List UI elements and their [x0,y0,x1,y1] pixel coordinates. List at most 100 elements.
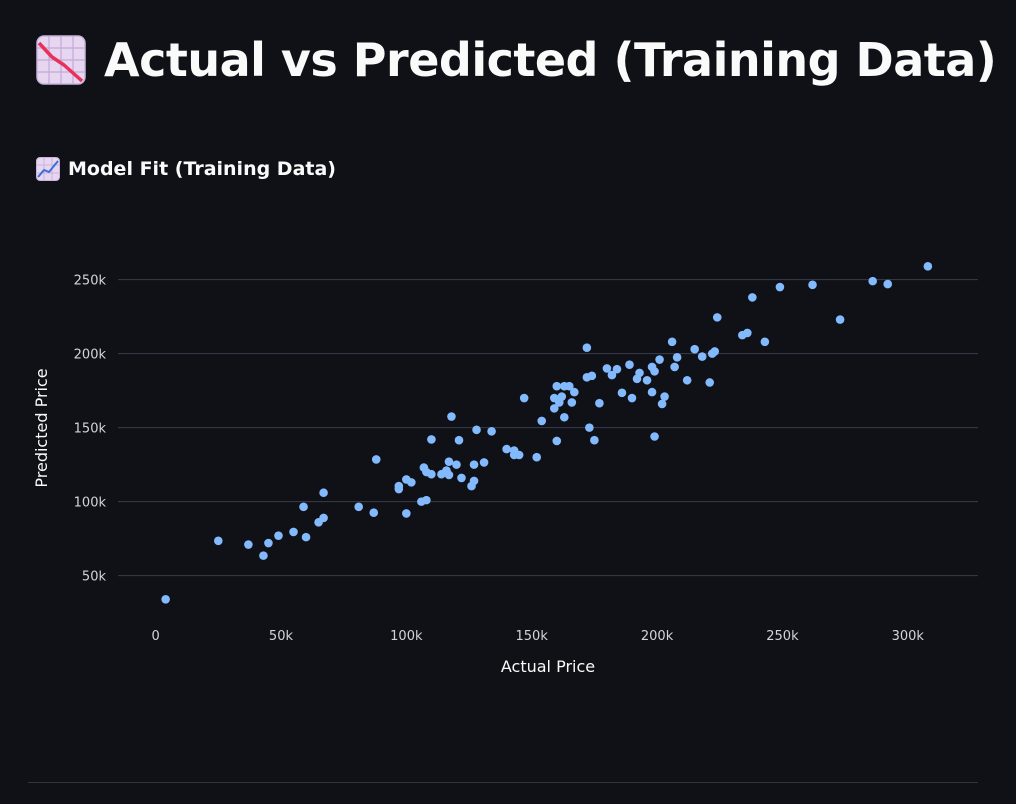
title-row: Actual vs Predicted (Training Data) [36,28,997,92]
data-point[interactable] [868,276,877,286]
data-point[interactable] [472,425,481,435]
data-point[interactable] [710,347,720,356]
data-point[interactable] [585,423,594,432]
data-point[interactable] [469,460,479,469]
data-point[interactable] [650,367,659,376]
data-point[interactable] [670,362,679,372]
data-point[interactable] [469,476,479,486]
data-point[interactable] [407,478,416,487]
data-point[interactable] [422,495,431,505]
data-point[interactable] [565,381,574,391]
data-points [161,262,933,604]
data-point[interactable] [760,337,770,347]
bottom-divider [28,782,978,783]
data-point[interactable] [672,353,682,362]
data-point[interactable] [712,313,722,322]
data-point[interactable] [319,513,328,523]
data-point[interactable] [444,470,454,480]
data-point[interactable] [244,540,253,549]
data-point[interactable] [394,484,404,494]
data-point[interactable] [570,387,579,397]
data-point[interactable] [274,531,283,540]
data-point[interactable] [319,488,328,498]
data-point[interactable] [537,416,547,426]
data-point[interactable] [667,337,677,347]
x-axis-label: Actual Price [501,657,595,676]
y-axis-ticks: 50k 100k 150k 200k 250k [74,274,107,585]
data-point[interactable] [617,388,627,398]
data-point[interactable] [457,473,466,483]
data-point[interactable] [514,450,524,460]
data-point[interactable] [582,343,592,353]
data-point[interactable] [775,282,785,292]
x-tick-label: 200k [641,629,674,644]
data-point[interactable] [748,293,757,302]
data-point[interactable] [301,532,311,542]
data-point[interactable] [259,551,268,560]
data-point[interactable] [655,355,664,364]
data-point[interactable] [587,371,597,381]
data-point[interactable] [444,457,454,466]
data-point[interactable] [682,375,692,385]
data-point[interactable] [595,398,604,408]
data-point[interactable] [612,364,622,374]
x-tick-label: 150k [516,629,549,644]
data-point[interactable] [567,398,577,407]
x-tick-label: 250k [766,629,799,644]
data-point[interactable] [557,392,567,401]
data-point[interactable] [705,378,715,387]
section-subheader: Model Fit (Training Data) [68,158,336,180]
data-point[interactable] [647,387,657,397]
data-point[interactable] [479,458,489,467]
data-point[interactable] [635,368,644,378]
data-point[interactable] [590,435,599,445]
grid-lines [118,279,978,577]
data-point[interactable] [835,315,845,324]
data-point[interactable] [642,375,652,385]
data-point[interactable] [213,536,223,546]
x-tick-label: 0 [151,629,159,644]
data-point[interactable] [650,432,659,441]
data-point[interactable] [354,502,363,512]
data-point[interactable] [660,392,669,401]
data-point[interactable] [502,444,511,454]
data-point[interactable] [559,412,569,422]
data-point[interactable] [447,412,456,421]
data-point[interactable] [602,364,612,373]
data-point[interactable] [883,279,893,289]
data-point[interactable] [607,370,617,380]
data-point[interactable] [690,344,699,354]
x-tick-label: 50k [269,629,294,644]
data-point[interactable] [552,381,562,391]
data-point[interactable] [808,280,817,290]
data-point[interactable] [427,469,436,479]
data-point[interactable] [552,436,562,446]
data-point[interactable] [519,393,529,403]
data-point[interactable] [487,427,496,436]
x-tick-label: 100k [390,629,423,644]
data-point[interactable] [743,328,752,338]
data-point[interactable] [454,435,464,445]
x-tick-label: 300k [892,629,925,644]
data-point[interactable] [549,404,559,413]
data-point[interactable] [625,360,634,370]
data-point[interactable] [697,352,707,361]
data-point[interactable] [402,509,411,518]
y-tick-label: 100k [74,496,107,511]
data-point[interactable] [427,435,436,444]
subheader-row: Model Fit (Training Data) [36,157,336,181]
data-point[interactable] [532,452,542,462]
data-point[interactable] [289,527,298,537]
data-point[interactable] [369,508,379,518]
data-point[interactable] [627,393,637,403]
y-tick-label: 200k [74,348,107,363]
data-point[interactable] [452,460,461,469]
data-point[interactable] [371,455,381,464]
data-point[interactable] [264,538,273,548]
data-point[interactable] [657,399,667,409]
data-point[interactable] [161,594,170,604]
data-point[interactable] [299,502,308,512]
data-point[interactable] [923,262,933,271]
